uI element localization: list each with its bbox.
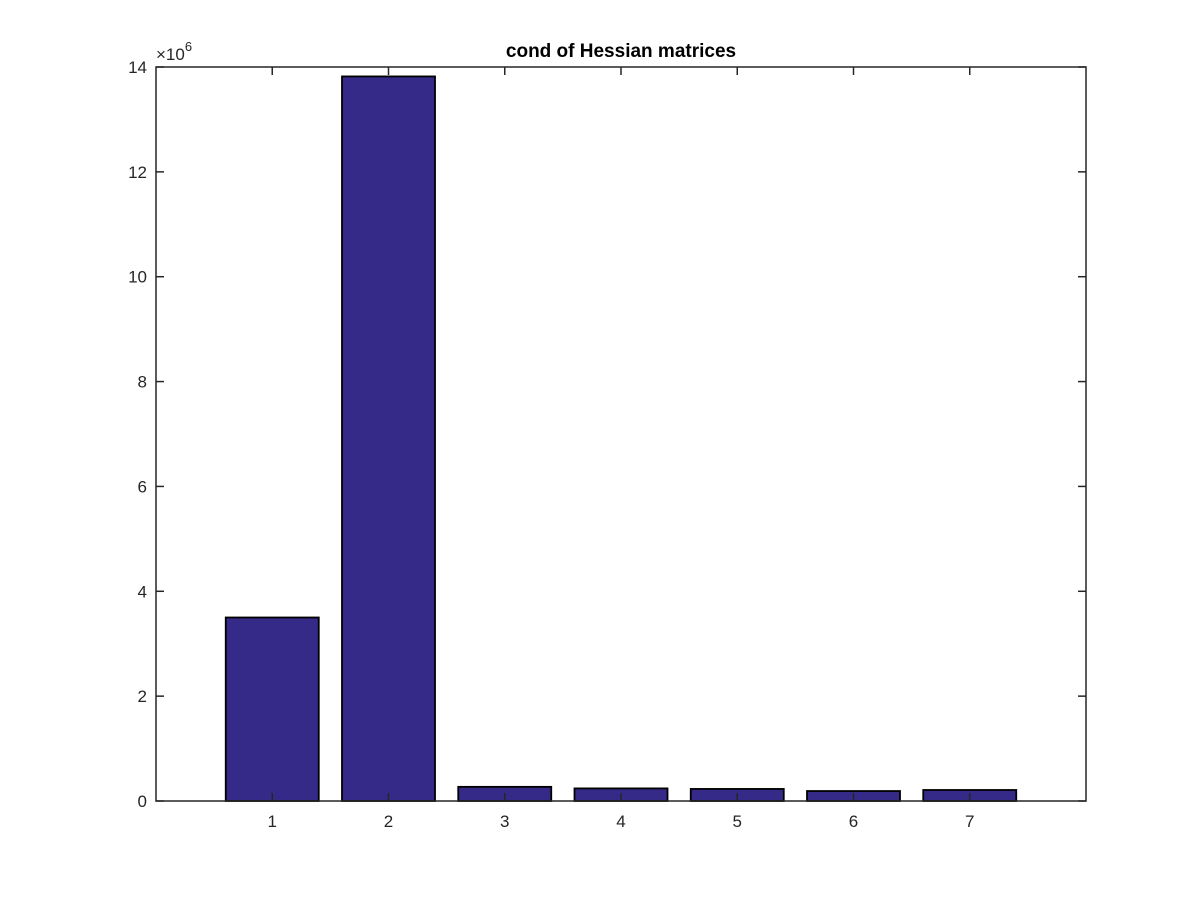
bars-group xyxy=(224,75,1018,802)
y-tick-label-2: 2 xyxy=(138,687,147,706)
y-tick-label-6: 6 xyxy=(138,477,147,496)
y-exponent-label: ×106 xyxy=(156,39,192,64)
y-tick-label-10: 10 xyxy=(128,268,147,287)
x-tick-label-2: 2 xyxy=(384,812,393,831)
x-tick-label-3: 3 xyxy=(500,812,509,831)
y-exponent-base: ×10 xyxy=(156,45,185,64)
x-tick-label-5: 5 xyxy=(733,812,742,831)
x-tick-label-6: 6 xyxy=(849,812,858,831)
y-tick-label-4: 4 xyxy=(138,582,147,601)
y-tick-label-8: 8 xyxy=(138,373,147,392)
y-exponent-power: 6 xyxy=(185,39,192,54)
y-tick-label-14: 14 xyxy=(128,58,147,77)
y-tick-label-0: 0 xyxy=(138,792,147,811)
chart-title: cond of Hessian matrices xyxy=(506,41,736,62)
x-tick-label-4: 4 xyxy=(616,812,625,831)
plot-area-frame xyxy=(155,66,1087,802)
bar-2 xyxy=(341,75,436,802)
bar-1 xyxy=(224,616,320,802)
x-tick-label-7: 7 xyxy=(965,812,974,831)
x-tick-label-1: 1 xyxy=(268,812,277,831)
y-tick-label-12: 12 xyxy=(128,163,147,182)
